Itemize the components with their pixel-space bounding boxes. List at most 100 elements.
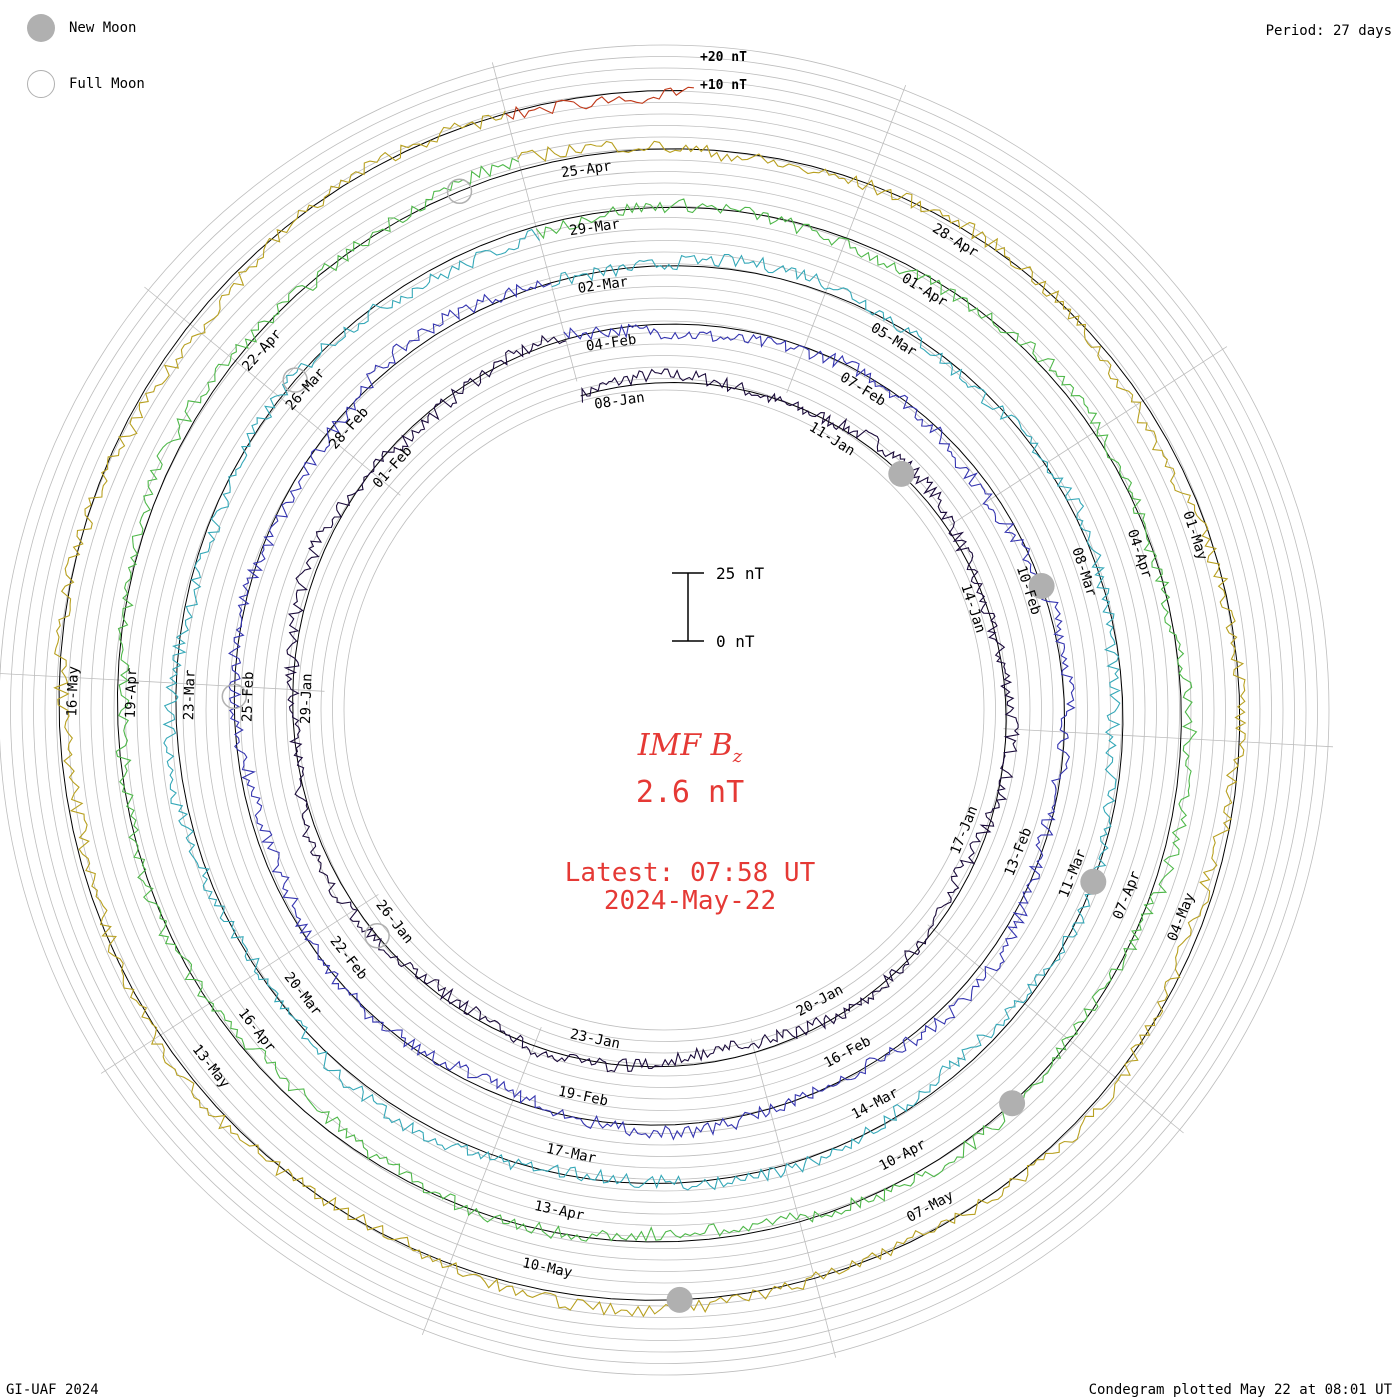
- date-tick-label: 02-Mar: [577, 274, 629, 297]
- grid-ring: [297, 343, 1031, 1077]
- grid-ring: [228, 274, 1100, 1146]
- grid-spoke: [100, 894, 379, 1074]
- grid-ring: [56, 102, 1272, 1318]
- new-moon-marker: [666, 1286, 693, 1313]
- footer-credit: GI-UAF 2024: [6, 1382, 99, 1398]
- chart-title-sub: z: [732, 746, 743, 767]
- latest-time: Latest: 07:58 UT: [564, 858, 816, 888]
- date-tick-label: 17-Mar: [545, 1141, 598, 1167]
- date-tick-label: 22-Apr: [239, 326, 285, 374]
- spoke-layer: [0, 62, 1334, 1358]
- date-tick-label: 13-May: [189, 1042, 233, 1092]
- grid-ring: [113, 159, 1215, 1261]
- grid-ring: [343, 389, 985, 1031]
- grid-ring: [320, 366, 1008, 1054]
- grid-ring: [21, 67, 1307, 1353]
- full-moon-icon: [27, 70, 55, 98]
- grid-ring: [217, 263, 1111, 1157]
- grid-ring: [171, 217, 1157, 1203]
- legend-full-moon: Full Moon: [27, 70, 145, 98]
- date-tick-label: 19-Apr: [123, 668, 141, 719]
- grid-ring: [194, 240, 1134, 1180]
- baseline-turn: [116, 169, 1182, 1243]
- footer-plotted: Condegram plotted May 22 at 08:01 UT: [1088, 1382, 1392, 1398]
- legend-new-moon-label: New Moon: [69, 20, 137, 36]
- date-tick-label: 14-Jan: [957, 582, 988, 635]
- date-tick-label: 23-Mar: [181, 669, 199, 720]
- new-moon-marker: [888, 460, 915, 487]
- scale-bottom-label: 0 nT: [716, 632, 755, 651]
- ring-label-plus20: +20 nT: [700, 50, 747, 65]
- chart-title-main: IMF B: [637, 728, 733, 763]
- date-tick-label: 16-Apr: [235, 1006, 279, 1056]
- date-tick-label: 04-Apr: [1124, 527, 1155, 580]
- date-tick-label: 11-Jan: [806, 419, 857, 459]
- new-moon-icon: [27, 14, 55, 42]
- bz-trace-turn: [283, 334, 1020, 1073]
- grid-spoke: [927, 924, 1184, 1134]
- bz-trace-turn: [505, 86, 694, 120]
- date-tick-label: 20-Jan: [794, 982, 846, 1020]
- date-tick-label: 08-Jan: [593, 390, 645, 413]
- grid-layer: [0, 44, 1330, 1376]
- latest-date: 2024-May-22: [603, 886, 777, 916]
- chart-title: IMF Bz: [0, 728, 1380, 767]
- data-layer: [53, 86, 1247, 1318]
- date-tick-label: 19-Feb: [557, 1084, 610, 1110]
- date-tick-label: 01-May: [1179, 509, 1210, 562]
- grid-ring: [263, 309, 1065, 1111]
- date-tick-label: 29-Mar: [568, 216, 620, 239]
- bz-trace-turn: [162, 228, 1121, 1191]
- full-moon-marker: [364, 922, 390, 949]
- grid-ring: [205, 251, 1123, 1169]
- bz-trace-turn: [228, 279, 1076, 1141]
- grid-ring: [286, 332, 1042, 1088]
- date-tick-label: 22-Feb: [327, 933, 371, 983]
- full-moon-marker: [282, 367, 308, 393]
- grid-spoke: [1003, 728, 1334, 748]
- new-moon-marker: [1028, 573, 1055, 599]
- date-tick-label: 25-Apr: [560, 158, 612, 181]
- ring-label-plus10: +10 nT: [700, 78, 747, 93]
- new-moon-marker: [999, 1090, 1026, 1117]
- scale-bar: 25 nT 0 nT: [672, 564, 765, 651]
- bz-trace-turn: [115, 157, 1198, 1242]
- baseline-turn: [505, 90, 684, 114]
- grid-ring: [182, 228, 1146, 1192]
- date-tick-label: 17-Jan: [948, 804, 982, 857]
- new-moon-marker: [1080, 868, 1107, 895]
- date-tick-label: 04-Feb: [585, 332, 637, 355]
- bz-trace-turn: [53, 110, 1247, 1318]
- moon-layer: [221, 178, 1107, 1313]
- date-tick-label: 25-Feb: [240, 671, 258, 722]
- date-tick-label: 20-Mar: [281, 970, 325, 1020]
- date-tick-label: 16-May: [64, 666, 82, 717]
- baseline-turn: [58, 113, 1241, 1301]
- grid-spoke: [144, 286, 401, 496]
- grid-ring: [136, 182, 1192, 1238]
- grid-ring: [148, 194, 1180, 1226]
- grid-ring: [240, 286, 1088, 1134]
- date-tick-label: 13-Apr: [533, 1198, 586, 1224]
- legend-new-moon: New Moon: [27, 14, 136, 42]
- full-moon-marker: [221, 683, 248, 710]
- date-tick-label: 28-Apr: [929, 221, 980, 261]
- grid-spoke: [0, 673, 325, 692]
- date-tick-label: 10-May: [521, 1255, 574, 1281]
- grid-spoke: [421, 1026, 542, 1336]
- full-moon-marker: [446, 178, 473, 205]
- scale-top-label: 25 nT: [716, 564, 765, 583]
- grid-ring: [102, 148, 1226, 1272]
- grid-spoke: [491, 62, 578, 382]
- grid-ring: [90, 136, 1238, 1284]
- date-tick-label: 10-Apr: [877, 1136, 929, 1174]
- grid-ring: [159, 205, 1169, 1215]
- grid-spoke: [750, 1038, 837, 1358]
- current-value: 2.6 nT: [635, 775, 745, 810]
- date-tick-label: 29-Jan: [298, 673, 316, 724]
- date-tick-label: 23-Jan: [569, 1026, 622, 1052]
- grid-ring: [251, 297, 1077, 1123]
- grid-ring: [10, 56, 1318, 1364]
- legend-full-moon-label: Full Moon: [69, 76, 145, 92]
